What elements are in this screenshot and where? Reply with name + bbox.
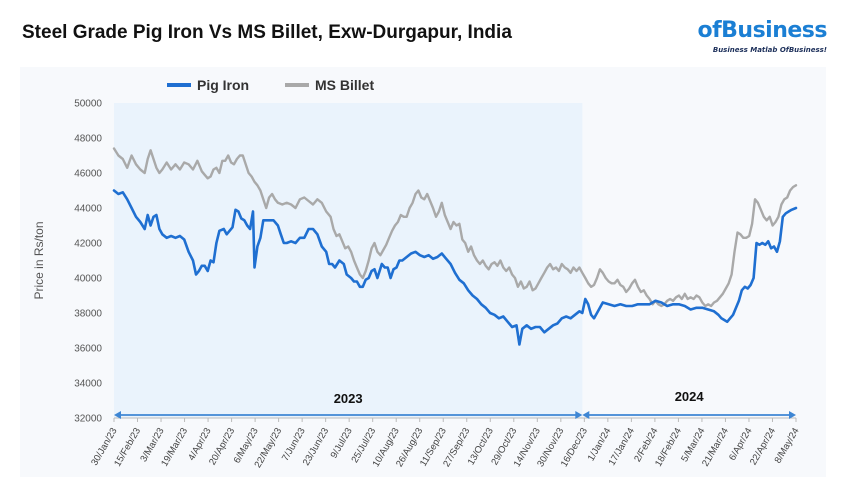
year-arrow-head-right: [575, 411, 583, 419]
y-tick-label: 36000: [74, 344, 102, 355]
pig-iron-legend-label: Pig Iron: [197, 77, 249, 93]
ms-billet-legend-label: MS Billet: [315, 77, 374, 93]
year-arrow-head-left: [114, 411, 121, 419]
y-axis: 32000 34000 36000 38000 40000 42000 44000 46000…: [74, 99, 102, 425]
y-tick-label: 44000: [74, 204, 102, 215]
year-label: 2023: [334, 391, 363, 406]
year-band-2024: 2024: [582, 389, 796, 419]
logo-tagline: Business Matlab OfBusiness!: [712, 46, 827, 54]
y-tick-label: 40000: [74, 274, 102, 285]
pig-iron-line: [112, 189, 798, 346]
logo-wordmark: ofBusiness: [697, 18, 827, 43]
x-axis: 30/Jan/2315/Feb/233/Mar/2319/Mar/234/Apr…: [89, 418, 802, 470]
page-title: Steel Grade Pig Iron Vs MS Billet, Exw-D…: [22, 22, 512, 43]
year-bands: 2023 2024: [114, 389, 796, 419]
y-tick-label: 34000: [74, 379, 102, 390]
ofbusiness-logo: ofBusiness Business Matlab OfBusiness!: [677, 16, 827, 64]
year-band-2023: 2023: [114, 391, 583, 419]
year-arrow-head-left: [582, 411, 590, 419]
ms-billet-line: [112, 147, 798, 308]
y-tick-label: 32000: [74, 414, 102, 425]
legend: Pig Iron MS Billet: [167, 77, 374, 93]
y-tick-label: 38000: [74, 309, 102, 320]
series-lines: [112, 147, 798, 346]
year-arrow-head-right: [789, 411, 796, 419]
y-tick-label: 42000: [74, 239, 102, 250]
year-2023-shade: [114, 103, 583, 418]
y-axis-title: Price in Rs/ton: [32, 221, 46, 299]
y-tick-label: 46000: [74, 169, 102, 180]
y-tick-label: 48000: [74, 134, 102, 145]
y-tick-label: 50000: [74, 99, 102, 110]
year-label: 2024: [675, 389, 705, 404]
